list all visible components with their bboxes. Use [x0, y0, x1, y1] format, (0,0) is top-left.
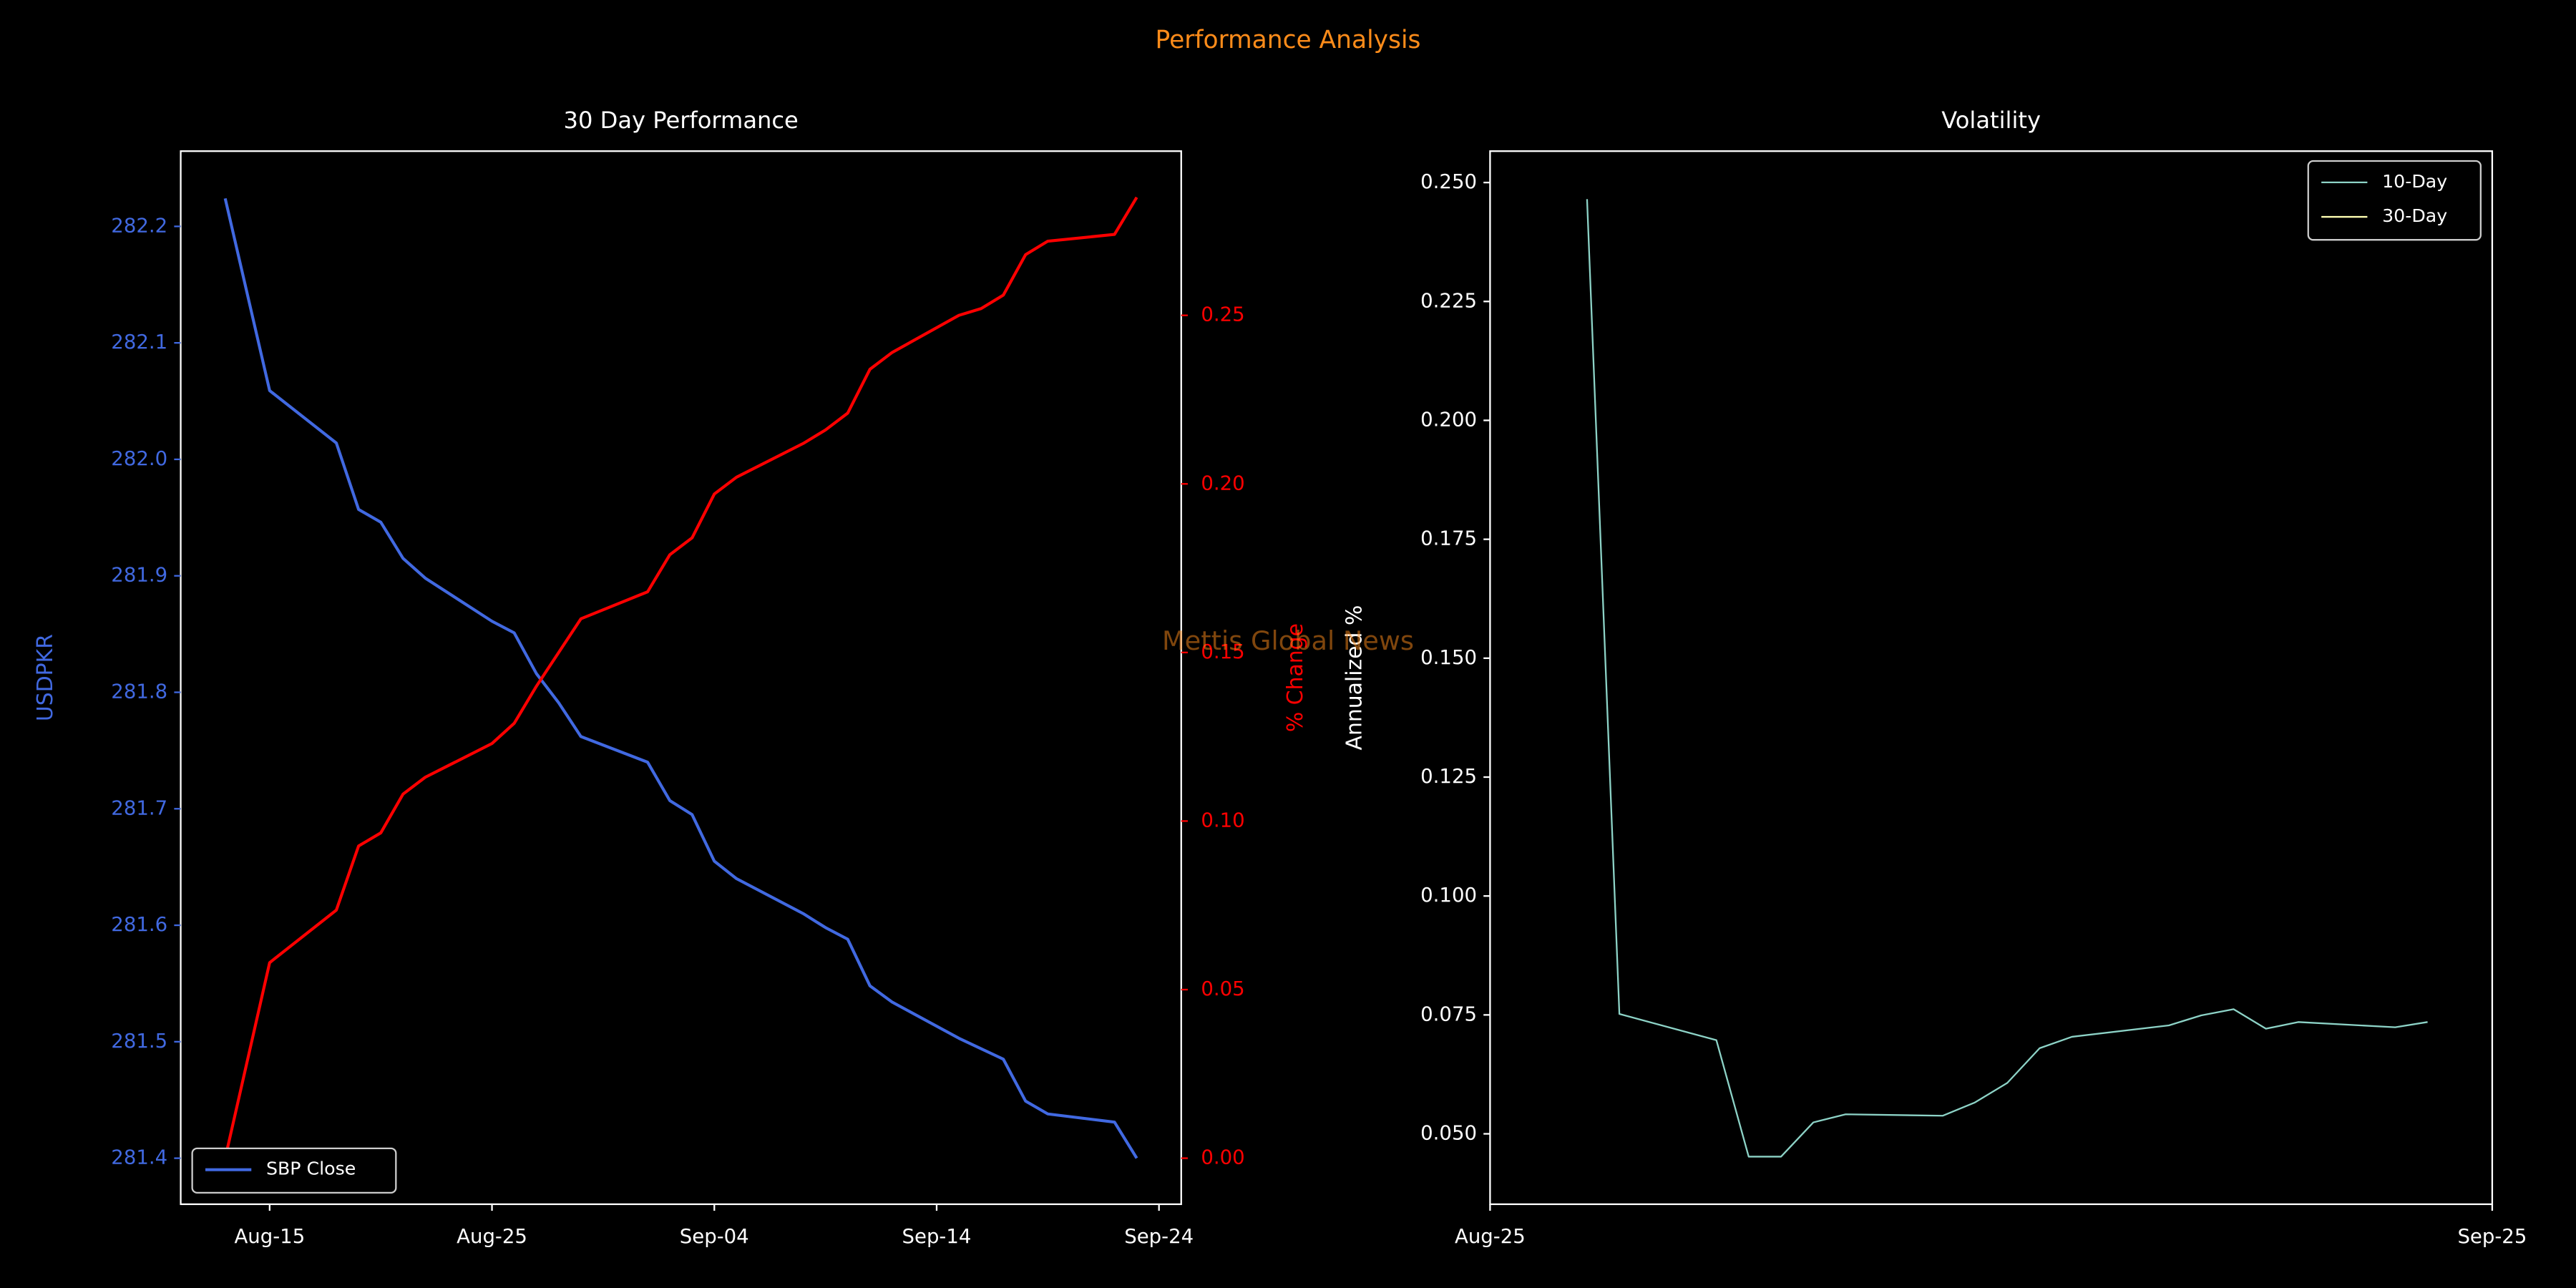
- x-tick-label: Sep-14: [902, 1225, 972, 1248]
- x-tick-label: Aug-15: [234, 1225, 305, 1248]
- y-tick-label: 281.9: [111, 564, 167, 587]
- x-tick-label: Sep-04: [680, 1225, 749, 1248]
- x-tick-label: Aug-25: [1455, 1225, 1526, 1248]
- chart-title: Volatility: [1941, 107, 2041, 134]
- y-tick-label: 282.0: [111, 447, 167, 470]
- x-tick-label: Aug-25: [457, 1225, 527, 1248]
- y-tick-label: 0.100: [1420, 884, 1477, 907]
- y-tick-label: 281.5: [111, 1030, 167, 1053]
- y-tick-label: 0.075: [1420, 1002, 1477, 1025]
- x-tick-label: Sep-25: [2457, 1225, 2527, 1248]
- y2-axis-label: % Change: [1283, 623, 1308, 732]
- watermark: Mettis Global News: [1162, 625, 1414, 656]
- y-tick-label: 281.8: [111, 680, 167, 703]
- y-tick-label: 0.200: [1420, 408, 1477, 431]
- y-tick-label: 281.7: [111, 796, 167, 819]
- series-line: [223, 197, 1138, 1159]
- y2-tick-label: 0.25: [1201, 303, 1244, 326]
- chart-title: 30 Day Performance: [564, 107, 799, 134]
- y-tick-label: 281.6: [111, 913, 167, 936]
- y-tick-label: 0.225: [1420, 289, 1477, 312]
- y-axis-label: USDPKR: [33, 634, 58, 721]
- y-axis-label: Annualized %: [1342, 605, 1367, 751]
- x-tick-label: Sep-24: [1124, 1225, 1194, 1248]
- y-tick-label: 0.175: [1420, 527, 1477, 550]
- y-tick-label: 0.250: [1420, 170, 1477, 193]
- series-line: [1586, 199, 2428, 1158]
- legend-box: [2307, 160, 2482, 241]
- legend-label: 10-Day: [2382, 171, 2447, 192]
- y-tick-label: 0.150: [1420, 646, 1477, 669]
- y-tick-label: 0.125: [1420, 765, 1477, 788]
- figure-title: Performance Analysis: [1156, 26, 1421, 54]
- legend-label: SBP Close: [266, 1158, 356, 1179]
- legend-label: 30-Day: [2382, 205, 2447, 226]
- legend-box: [191, 1147, 397, 1194]
- y-tick-label: 0.050: [1420, 1122, 1477, 1145]
- y2-tick-label: 0.00: [1201, 1146, 1244, 1169]
- y-tick-label: 282.2: [111, 214, 167, 237]
- series-line: [223, 196, 1138, 1159]
- plot-frame: [180, 150, 1182, 1206]
- y-tick-label: 282.1: [111, 331, 167, 353]
- y-tick-label: 281.4: [111, 1146, 167, 1169]
- y2-tick-label: 0.10: [1201, 809, 1244, 831]
- y2-tick-label: 0.15: [1201, 640, 1244, 663]
- y2-tick-label: 0.20: [1201, 472, 1244, 494]
- plot-frame: [1489, 150, 2494, 1206]
- y2-tick-label: 0.05: [1201, 977, 1244, 1000]
